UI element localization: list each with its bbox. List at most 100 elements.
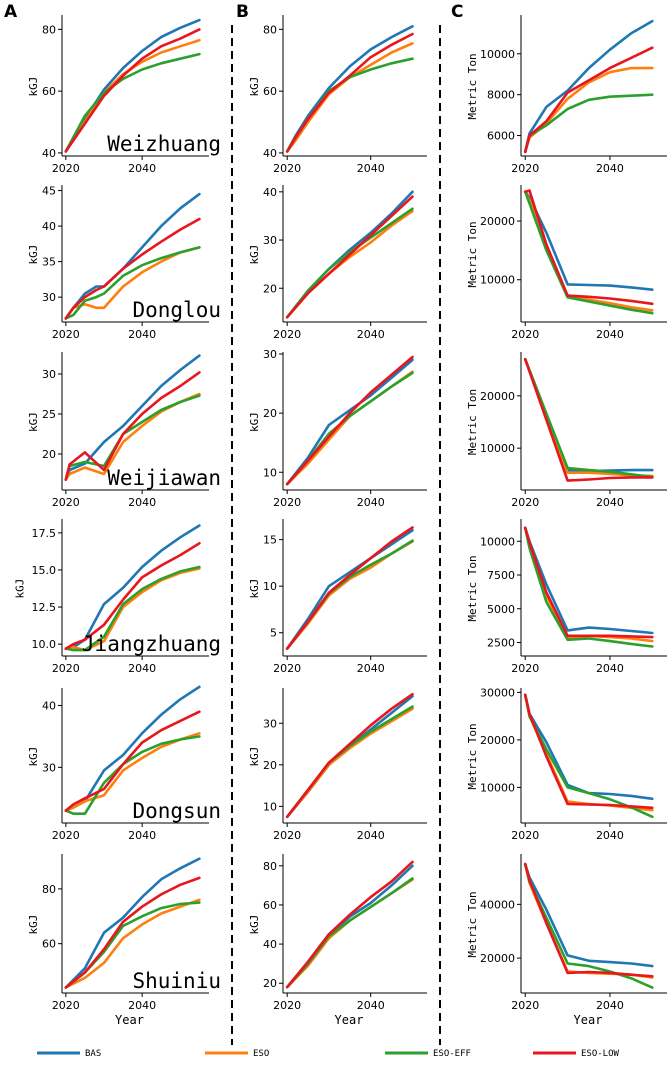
series-line-eso-low-a5 [64, 710, 201, 812]
site-label-weizhuang: Weizhuang [107, 132, 221, 156]
series-line-eso-c2 [523, 190, 654, 312]
y-tick-label-b5: 20 [263, 759, 277, 772]
panel-a2: 30 35 40 45 2020 2040 kGJ Donglou [27, 185, 221, 341]
y-tick-label-a5: 40 [42, 699, 56, 712]
y-tick-label-a5: 30 [42, 761, 56, 774]
y-tick-label-a1: 40 [42, 147, 56, 160]
x-tick-label-b6: 2040 [357, 999, 385, 1012]
x-tick-label-b2: 2020 [273, 328, 301, 341]
y-axis-title-c3: Metric Ton [466, 389, 479, 455]
y-axis-title-b4: kGJ [248, 579, 261, 599]
x-tick-label-a1: 2040 [128, 162, 156, 175]
series-line-bas-a3 [64, 354, 201, 481]
x-tick-label-c5: 2020 [511, 829, 539, 842]
y-tick-label-b1: 60 [263, 85, 277, 98]
panel-c3: 10000 20000 2020 2040 Metric Ton [466, 352, 667, 509]
series-line-eso-low-b1 [285, 32, 414, 153]
y-tick-label-c2: 20000 [480, 215, 515, 228]
series-line-bas-a4 [64, 524, 201, 650]
y-axis-title-a1: kGJ [27, 77, 40, 97]
panel-c6: 20000 40000 2020 2040 Metric Ton Year [466, 854, 667, 1027]
x-tick-label-a4: 2020 [52, 662, 80, 675]
y-tick-label-b3: 20 [263, 407, 277, 420]
series-line-eso-eff-b5 [285, 705, 414, 819]
legend-label-eso-low: ESO-LOW [581, 1049, 620, 1059]
series-line-eso-low-a6 [64, 876, 201, 989]
y-tick-label-a2: 35 [42, 256, 56, 269]
panel-letter-a: A [4, 2, 18, 22]
panel-c5: 10000 20000 30000 2020 2040 Metric Ton [466, 686, 667, 842]
y-axis-title-a3: kGJ [27, 412, 40, 432]
y-tick-label-b6: 80 [263, 860, 277, 873]
series-line-eso-a4 [64, 567, 201, 652]
series-line-eso-low-a4 [64, 542, 201, 650]
y-tick-label-c4: 5000 [487, 603, 515, 616]
x-tick-label-c4: 2040 [596, 662, 624, 675]
panel-a4: 10.0 12.5 15.0 17.5 2020 2040 kGJ Jiangzhuang [14, 519, 221, 675]
series-line-eso-b3 [285, 370, 414, 486]
panel-b1: 40 60 80 2020 2040 kGJ [248, 15, 427, 175]
y-axis-title-a4: kGJ [14, 579, 27, 599]
panel-c4: 2500 5000 7500 10000 2020 2040 Metric Ton [466, 519, 667, 675]
series-line-eso-eff-a2 [64, 246, 201, 320]
y-tick-label-c5: 30000 [480, 686, 515, 699]
series-line-eso-eff-b1 [285, 57, 414, 153]
series-line-eso-low-c1 [523, 46, 654, 154]
y-tick-label-b4: 5 [270, 627, 277, 640]
y-tick-label-a3: 25 [42, 408, 56, 421]
site-label-donglou: Donglou [132, 298, 221, 322]
series-line-eso-b4 [285, 540, 414, 650]
y-tick-label-a6: 60 [42, 938, 56, 951]
series-line-bas-c1 [523, 19, 654, 154]
series-line-eso-eff-c6 [523, 862, 654, 989]
y-tick-label-c4: 2500 [487, 637, 515, 650]
series-line-bas-c4 [523, 526, 654, 635]
x-tick-label-a3: 2040 [128, 496, 156, 509]
panel-b2: 20 30 40 2020 2040 kGJ [248, 185, 427, 341]
series-line-eso-low-a2 [64, 217, 201, 320]
x-tick-label-a3: 2020 [52, 496, 80, 509]
y-tick-label-c3: 20000 [480, 390, 515, 403]
panel-b5: 10 20 30 2020 2040 kGJ [248, 688, 427, 842]
y-tick-label-b4: 15 [263, 534, 277, 547]
panel-b4: 5 10 15 2020 2040 kGJ [248, 519, 427, 675]
legend: BAS ESO ESO-EFF ESO-LOW [37, 1049, 620, 1059]
y-tick-label-b6: 60 [263, 899, 277, 912]
x-tick-label-a5: 2040 [128, 829, 156, 842]
x-tick-label-c4: 2020 [511, 662, 539, 675]
series-line-eso-a6 [64, 898, 201, 989]
panel-letter-c: C [451, 2, 463, 22]
series-line-eso-b1 [285, 42, 414, 153]
y-tick-label-b1: 80 [263, 23, 277, 36]
series-line-eso-low-b5 [285, 692, 414, 819]
series-line-eso-low-c4 [523, 526, 654, 639]
y-tick-label-a3: 20 [42, 448, 56, 461]
x-axis-title-b6: Year [335, 1013, 364, 1027]
y-tick-label-b2: 40 [263, 186, 277, 199]
x-tick-label-c6: 2020 [511, 999, 539, 1012]
legend-label-eso-eff: ESO-EFF [433, 1049, 471, 1059]
y-tick-label-c6: 40000 [480, 898, 515, 911]
series-line-eso-eff-b4 [285, 539, 414, 650]
series-line-eso-low-c2 [523, 189, 654, 306]
series-line-eso-eff-c5 [523, 693, 654, 819]
series-line-bas-a1 [64, 18, 201, 153]
series-line-eso-eff-c3 [523, 357, 654, 479]
x-tick-label-b3: 2020 [273, 496, 301, 509]
x-tick-label-a1: 2020 [52, 162, 80, 175]
x-tick-label-b4: 2020 [273, 662, 301, 675]
y-tick-label-c3: 10000 [480, 442, 515, 455]
x-axis-title-c6: Year [574, 1013, 603, 1027]
series-line-bas-b5 [285, 694, 414, 819]
y-tick-label-a2: 30 [42, 291, 56, 304]
series-line-eso-b5 [285, 707, 414, 819]
y-axis-title-b5: kGJ [248, 747, 261, 767]
y-tick-label-b2: 30 [263, 234, 277, 247]
series-line-eso-eff-b6 [285, 877, 414, 989]
x-tick-label-c3: 2020 [511, 496, 539, 509]
y-axis-title-a5: kGJ [27, 747, 40, 767]
x-tick-label-c5: 2040 [596, 829, 624, 842]
series-line-bas-c6 [523, 862, 654, 968]
